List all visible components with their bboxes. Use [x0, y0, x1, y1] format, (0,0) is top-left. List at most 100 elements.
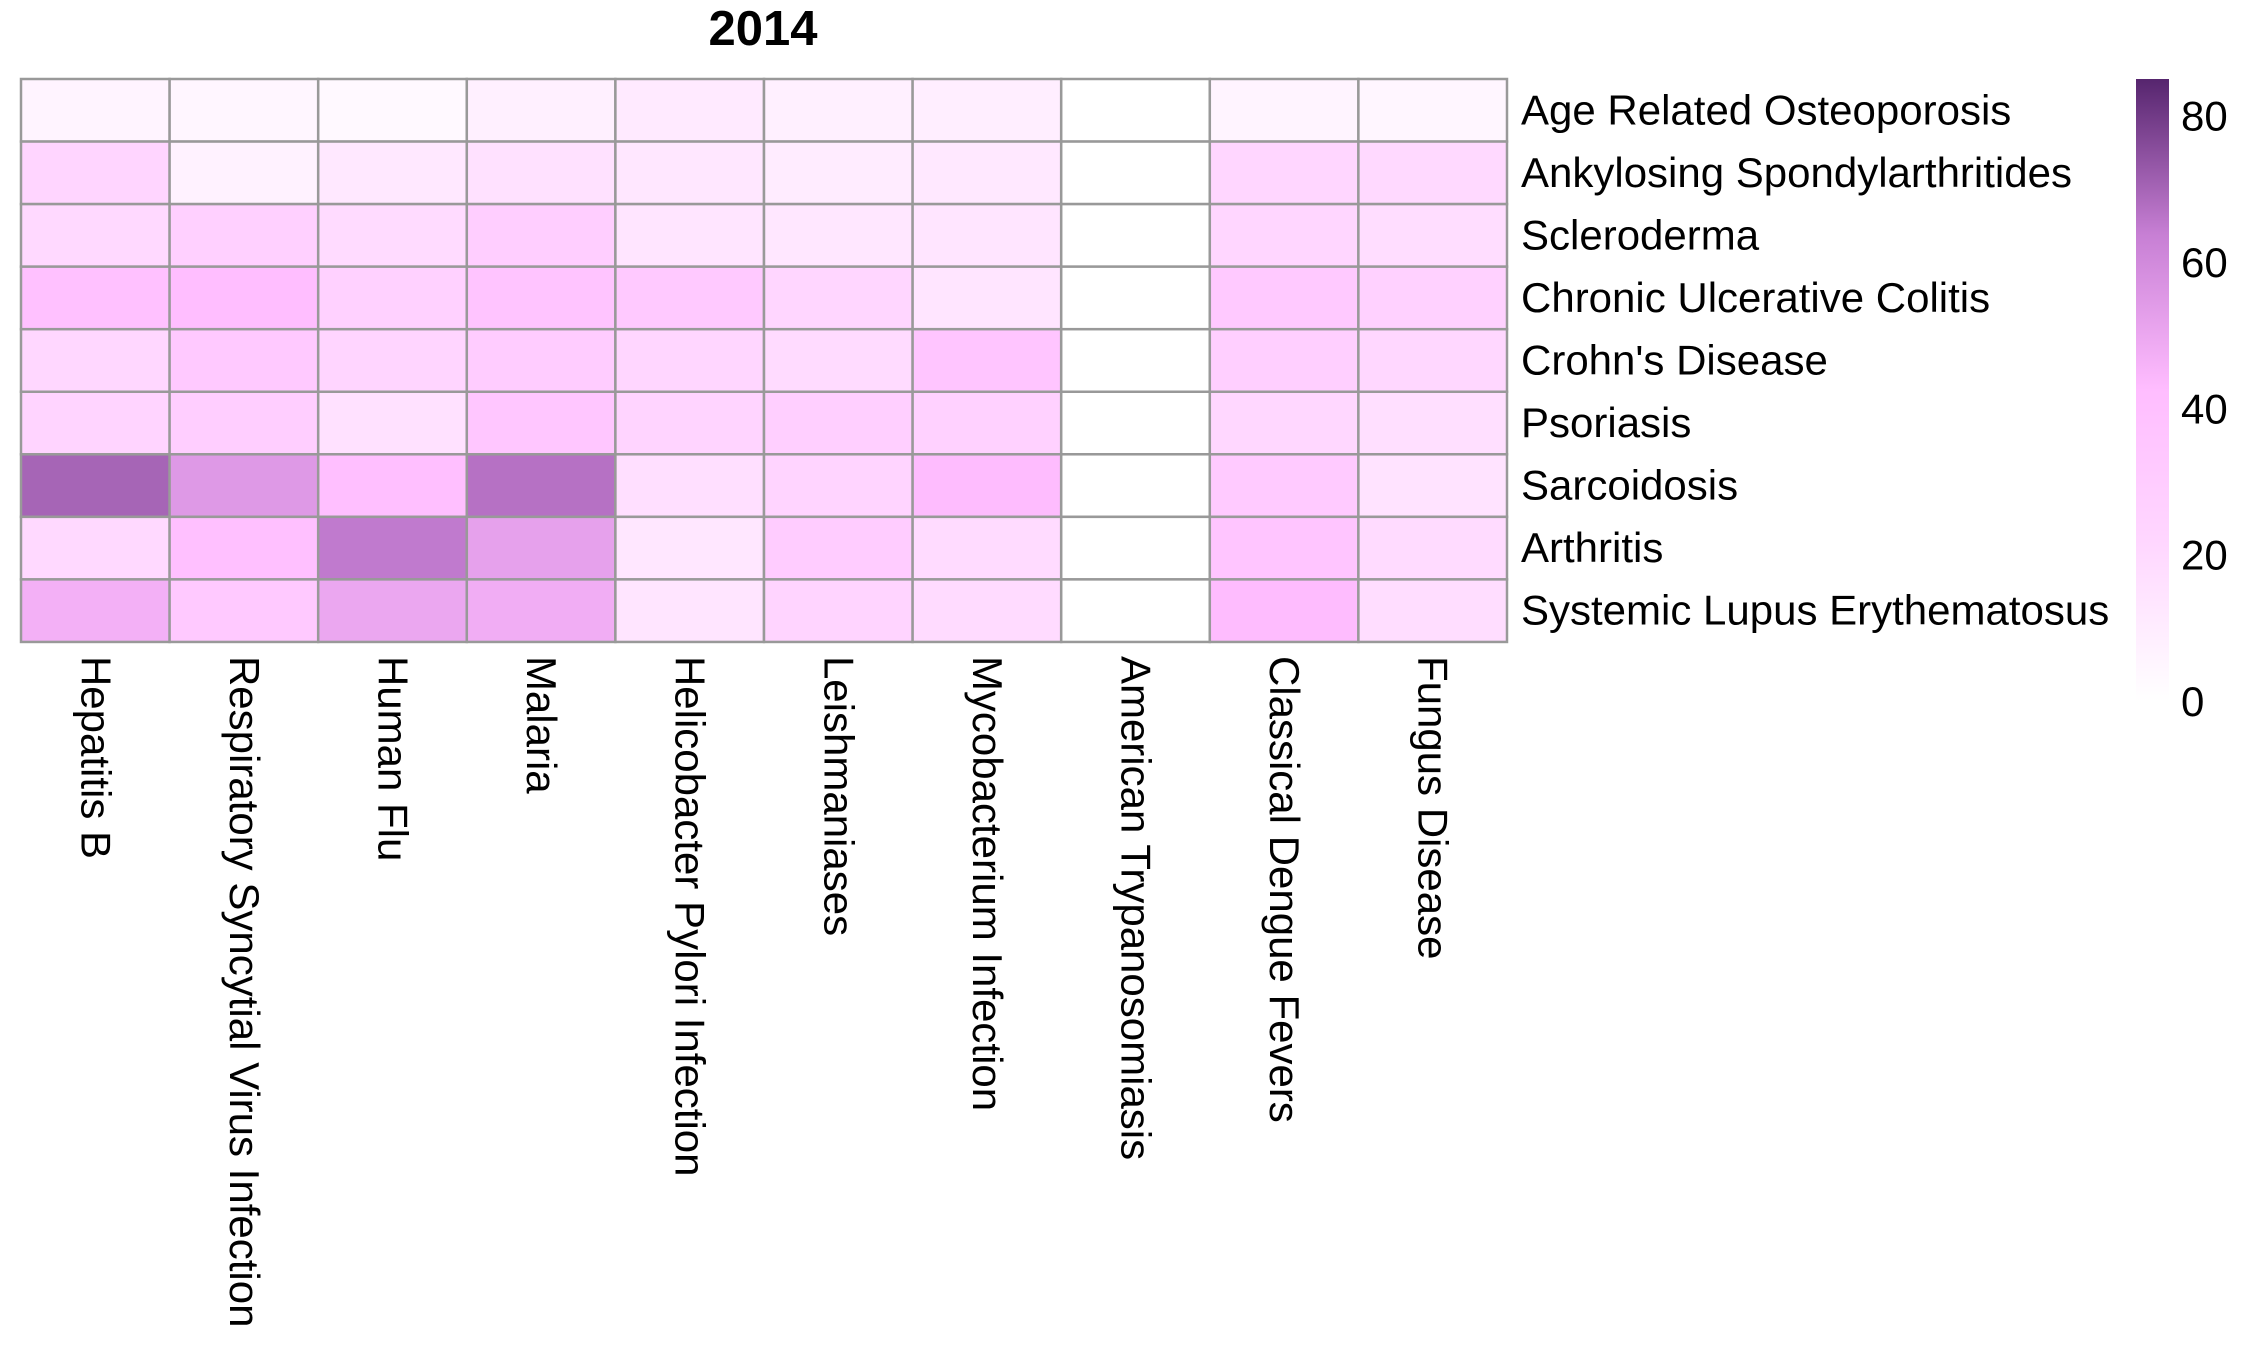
heatmap-cell: [1059, 515, 1212, 581]
row-label: Crohn's Disease: [1521, 336, 1828, 383]
heatmap-cell: [19, 453, 171, 519]
heatmap-cell: [762, 578, 914, 644]
heatmap-cell: [168, 327, 320, 394]
heatmap-cell: [614, 140, 766, 206]
column-label: Leishmaniases: [815, 656, 862, 936]
heatmap-cell: [911, 515, 1063, 581]
heatmap-cell: [19, 77, 171, 143]
column-label: Respiratory Syncytial Virus Infection: [221, 656, 268, 1328]
heatmap-cell: [1059, 140, 1212, 206]
heatmap-cell: [316, 515, 469, 581]
heatmap-cell: [465, 265, 617, 331]
heatmap-cell: [1357, 327, 1509, 394]
row-label: Systemic Lupus Erythematosus: [1521, 587, 2109, 634]
heatmap-cell: [1208, 578, 1360, 644]
heatmap-cell: [1208, 77, 1360, 143]
column-label: Mycobacterium Infection: [964, 656, 1011, 1111]
heatmap-cell: [1059, 265, 1212, 331]
heatmap-cell: [1208, 265, 1360, 331]
column-label: Hepatitis B: [72, 656, 119, 859]
row-label: Scleroderma: [1521, 211, 1760, 258]
column-label: Helicobacter Pylori Infection: [667, 656, 714, 1177]
heatmap-cell: [911, 265, 1063, 331]
heatmap-cell: [19, 265, 171, 331]
column-labels: Hepatitis B Respiratory Syncytial Virus I…: [72, 656, 1456, 1328]
heatmap-cell: [1208, 327, 1360, 394]
row-label: Arthritis: [1521, 524, 1663, 571]
heatmap-cell: [19, 327, 171, 394]
heatmap-cell: [465, 140, 617, 206]
row-label: Chronic Ulcerative Colitis: [1521, 274, 1990, 321]
heatmap-cell: [316, 77, 469, 143]
heatmap-cell: [1357, 77, 1509, 143]
legend-ticks: 0 20 40 60 80: [2181, 93, 2228, 725]
heatmap-cell: [762, 453, 914, 519]
chart-title: 2014: [708, 2, 817, 56]
heatmap-cell: [1357, 202, 1509, 268]
heatmap-cell: [614, 77, 766, 143]
heatmap-cell: [1357, 390, 1509, 456]
heatmap-cell: [19, 140, 171, 206]
heatmap-cell: [465, 202, 617, 268]
column-label: Malaria: [518, 656, 565, 794]
heatmap-cell: [911, 140, 1063, 206]
heatmap-cell: [614, 578, 766, 644]
heatmap-cell: [911, 578, 1063, 644]
heatmap-cell: [316, 327, 469, 394]
heatmap-cell: [614, 453, 766, 519]
heatmap-cell: [465, 327, 617, 394]
heatmap-cell: [1208, 202, 1360, 268]
heatmap-cell: [1059, 578, 1212, 644]
column-label: Fungus Disease: [1410, 656, 1457, 960]
heatmap-cell: [762, 140, 914, 206]
heatmap-cell: [1059, 390, 1212, 456]
heatmap-cell: [614, 515, 766, 581]
heatmap-cell: [316, 202, 469, 268]
heatmap-cell: [465, 578, 617, 644]
column-label: American Trypanosomiasis: [1113, 656, 1160, 1160]
heatmap-cell: [168, 390, 320, 456]
heatmap-cell: [1059, 327, 1212, 394]
heatmap-cell: [1208, 515, 1360, 581]
heatmap-cell: [1357, 578, 1509, 644]
heatmap-cell: [614, 265, 766, 331]
heatmap-cell: [1208, 140, 1360, 206]
heatmap-cells: [19, 77, 1509, 644]
heatmap-cell: [316, 265, 469, 331]
heatmap-cell: [168, 77, 320, 143]
row-label: Age Related Osteoporosis: [1521, 86, 2011, 133]
heatmap-cell: [19, 390, 171, 456]
heatmap-cell: [614, 390, 766, 456]
heatmap-cell: [1357, 515, 1509, 581]
heatmap-cell: [168, 515, 320, 581]
heatmap-cell: [762, 77, 914, 143]
heatmap-cell: [1357, 265, 1509, 331]
heatmap-cell: [762, 390, 914, 456]
heatmap-cell: [316, 453, 469, 519]
heatmap-cell: [614, 327, 766, 394]
heatmap-cell: [316, 140, 469, 206]
heatmap-cell: [465, 453, 617, 519]
heatmap-cell: [762, 202, 914, 268]
heatmap-cell: [168, 453, 320, 519]
heatmap-cell: [168, 140, 320, 206]
heatmap-cell: [911, 327, 1063, 394]
heatmap-cell: [1357, 453, 1509, 519]
column-label: Human Flu: [370, 656, 417, 861]
legend-colorbar: [2136, 79, 2169, 701]
heatmap-cell: [911, 390, 1063, 456]
heatmap-cell: [1208, 390, 1360, 456]
heatmap-cell: [911, 202, 1063, 268]
heatmap-cell: [465, 515, 617, 581]
legend-tick-label: 60: [2181, 239, 2228, 286]
heatmap-cell: [168, 202, 320, 268]
heatmap-cell: [911, 77, 1063, 143]
heatmap-cell: [1059, 77, 1212, 143]
legend-tick-label: 0: [2181, 678, 2204, 725]
heatmap-cell: [19, 202, 171, 268]
row-labels: Age Related Osteoporosis Ankylosing Spond…: [1521, 86, 2109, 633]
heatmap-cell: [19, 578, 171, 644]
row-label: Sarcoidosis: [1521, 462, 1738, 509]
heatmap-cell: [168, 578, 320, 644]
